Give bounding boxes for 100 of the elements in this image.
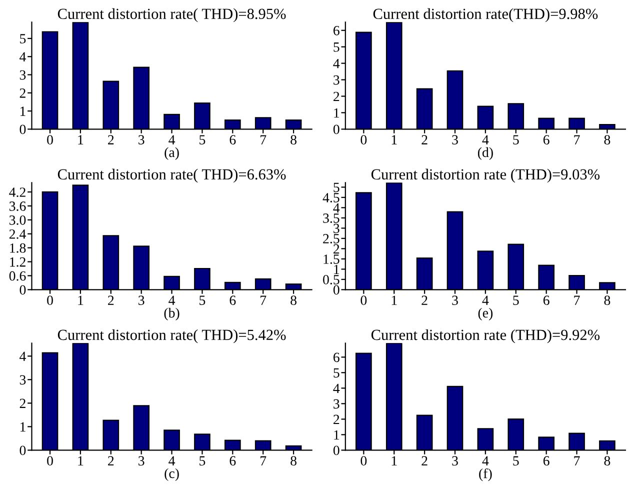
x-tick-label: 2 xyxy=(422,456,428,466)
x-tick-label: 6 xyxy=(543,456,550,466)
y-tick-label: 3.0 xyxy=(9,215,26,225)
chart-title: Current distortion rate (THD)=9.92% xyxy=(371,329,600,344)
x-tick-label: 7 xyxy=(574,135,580,144)
y-tick-label: 1 xyxy=(334,430,340,440)
x-tick-label: 3 xyxy=(138,296,144,305)
y-tick-label: 5 xyxy=(334,42,340,52)
x-tick-label: 3 xyxy=(452,296,458,305)
x-tick-label: 6 xyxy=(543,135,550,144)
chart-title: Current distortion rate (THD)=9.03% xyxy=(371,168,600,183)
y-tick-label: 0 xyxy=(20,124,26,134)
x-tick-label: 6 xyxy=(230,135,236,144)
x-tick-label: 6 xyxy=(230,296,236,305)
x-tick-label: 1 xyxy=(78,135,84,144)
x-axis-title: (a) xyxy=(164,147,179,160)
y-tick-label: 3.5 xyxy=(323,214,340,223)
y-tick-label: 0 xyxy=(20,446,26,456)
y-tick-label: 1.5 xyxy=(324,254,340,264)
y-tick-label: 4 xyxy=(333,58,340,68)
y-tick-label: 5 xyxy=(20,34,26,44)
x-tick-label: 7 xyxy=(574,456,580,466)
x-tick-label: 7 xyxy=(260,135,266,144)
y-tick-label: 2 xyxy=(334,92,340,102)
x-tick-label: 3 xyxy=(452,135,458,144)
y-tick-label: 3 xyxy=(334,399,340,409)
y-tick-label: 4 xyxy=(333,203,340,212)
x-tick-label: 1 xyxy=(392,135,397,144)
x-tick-label: 0 xyxy=(47,296,53,305)
x-tick-label: 8 xyxy=(290,135,296,144)
x-tick-label: 8 xyxy=(604,296,610,305)
x-tick-label: 2 xyxy=(108,135,114,144)
x-tick-label: 7 xyxy=(260,456,266,466)
x-tick-label: 5 xyxy=(513,296,519,305)
y-tick-label: 2 xyxy=(334,414,340,424)
y-tick-label: 0.6 xyxy=(9,271,26,281)
x-tick-label: 4 xyxy=(168,456,176,466)
y-tick-label: 2 xyxy=(334,244,340,254)
y-tick-label: 4 xyxy=(333,384,340,393)
y-tick-label: 4 xyxy=(20,52,26,62)
x-tick-label: 0 xyxy=(47,456,53,466)
x-tick-label: 7 xyxy=(260,296,266,305)
x-tick-label: 2 xyxy=(108,296,114,305)
y-tick-label: 2 xyxy=(20,398,26,408)
x-tick-label: 5 xyxy=(200,456,206,466)
y-tick-label: 1.2 xyxy=(10,257,26,267)
x-axis-title: (e) xyxy=(478,308,493,320)
chart-title: Current distortion rate( THD)=6.63% xyxy=(58,168,286,183)
y-tick-label: 0.5 xyxy=(323,275,340,284)
y-tick-label: 3 xyxy=(20,375,26,385)
y-tick-label: 0 xyxy=(333,285,340,295)
x-tick-label: 3 xyxy=(138,135,144,144)
x-tick-label: 8 xyxy=(290,456,296,466)
x-tick-label: 4 xyxy=(168,296,176,305)
y-tick-label: 4.2 xyxy=(9,188,26,197)
y-tick-label: 1.8 xyxy=(10,243,26,253)
chart-title: Current distortion rate( THD)=5.42% xyxy=(58,329,286,344)
y-tick-label: 2.4 xyxy=(9,229,26,239)
x-tick-label: 0 xyxy=(47,135,53,144)
y-tick-label: 2 xyxy=(20,88,26,98)
x-axis-title: (c) xyxy=(164,468,179,481)
x-axis-title: (f) xyxy=(479,468,492,482)
x-tick-label: 1 xyxy=(392,296,397,305)
y-tick-label: 5 xyxy=(334,368,340,378)
x-tick-label: 2 xyxy=(422,296,428,305)
x-tick-label: 5 xyxy=(513,456,519,466)
y-tick-label: 1 xyxy=(334,108,340,118)
y-tick-label: 4.5 xyxy=(322,193,340,202)
x-tick-label: 6 xyxy=(230,456,236,466)
x-tick-label: 4 xyxy=(482,135,489,144)
x-tick-label: 5 xyxy=(513,135,519,144)
y-tick-label: 0 xyxy=(333,124,340,134)
x-tick-label: 0 xyxy=(360,456,367,466)
x-tick-label: 6 xyxy=(543,296,550,305)
x-tick-label: 0 xyxy=(360,135,367,144)
x-tick-label: 5 xyxy=(200,296,206,305)
y-tick-label: 0 xyxy=(20,285,26,295)
y-tick-label: 1 xyxy=(20,106,26,116)
y-tick-label: 1 xyxy=(334,264,340,274)
y-tick-label: 3 xyxy=(334,224,340,234)
x-tick-label: 1 xyxy=(392,456,397,466)
x-tick-label: 2 xyxy=(108,456,114,466)
x-axis-title: (d) xyxy=(478,147,493,160)
x-tick-label: 4 xyxy=(482,296,489,305)
x-tick-label: 8 xyxy=(290,296,296,305)
x-tick-label: 3 xyxy=(452,456,458,466)
x-tick-label: 7 xyxy=(574,296,580,305)
x-tick-label: 1 xyxy=(78,296,84,305)
y-tick-label: 3 xyxy=(20,70,26,80)
x-axis-title: (b) xyxy=(164,308,180,320)
x-tick-label: 4 xyxy=(482,456,489,466)
y-tick-label: 1 xyxy=(20,422,26,432)
chart-title: Current distortion rate( THD)=8.95% xyxy=(58,8,286,22)
x-tick-label: 8 xyxy=(604,456,610,466)
x-tick-label: 5 xyxy=(200,135,206,144)
y-tick-label: 2.5 xyxy=(323,234,340,244)
y-tick-label: 3 xyxy=(334,75,340,85)
x-tick-label: 4 xyxy=(168,135,176,144)
y-tick-label: 4 xyxy=(20,352,26,361)
chart-title: Current distortion rate(THD)=9.98% xyxy=(373,8,598,22)
